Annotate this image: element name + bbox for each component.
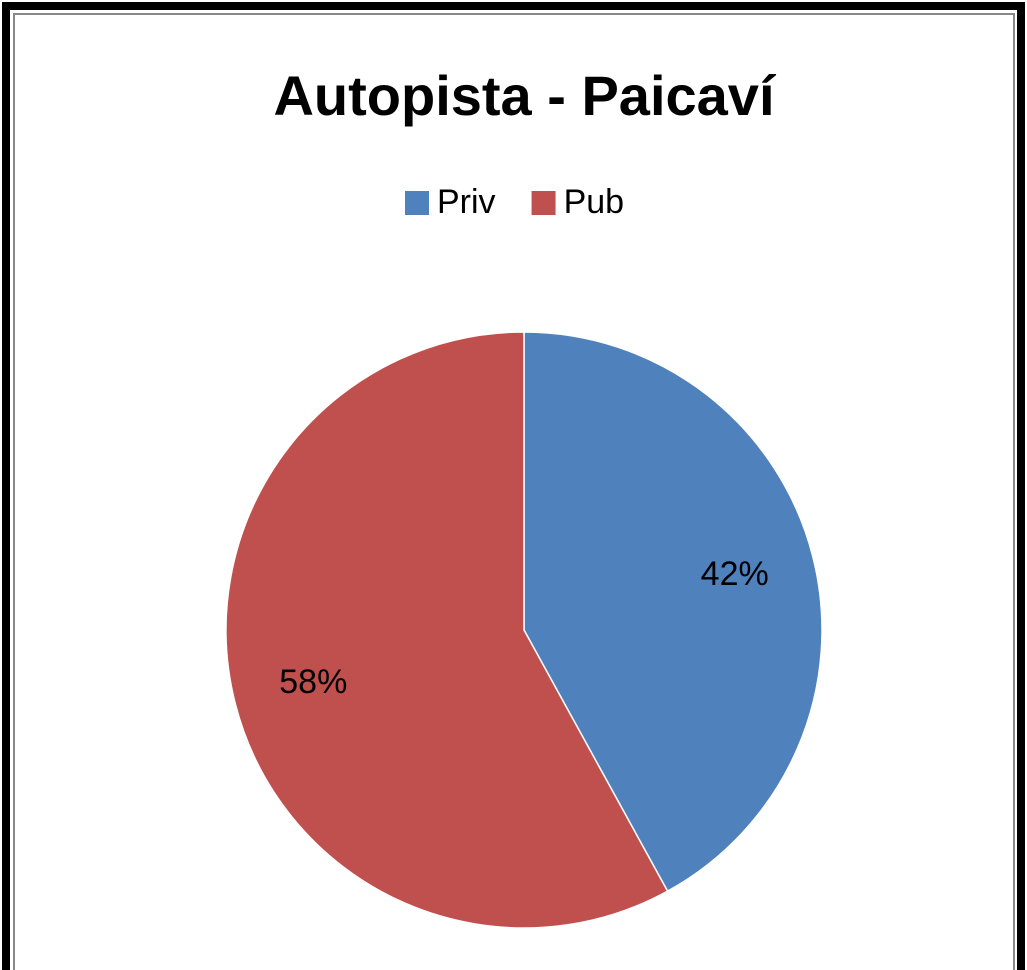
legend-swatch (405, 191, 429, 215)
pie-slice (523, 331, 823, 893)
data-label: 58% (279, 663, 347, 701)
pie-slice (225, 331, 669, 929)
chart-area-border (13, 13, 1015, 970)
data-label: 42% (701, 555, 769, 593)
chart-title: Autopista - Paicaví (273, 64, 776, 127)
legend-swatch (531, 191, 556, 215)
legend-label: Priv (437, 183, 496, 221)
legend-label: Pub (564, 183, 625, 221)
